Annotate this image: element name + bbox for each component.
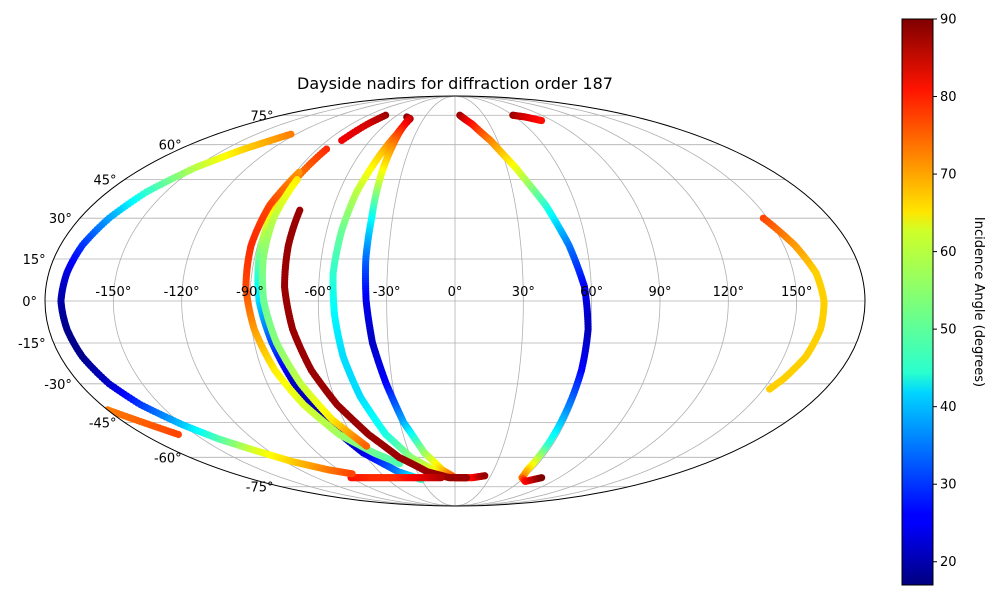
nadir-point	[538, 474, 546, 482]
latitude-tick-label: -15°	[18, 337, 46, 352]
longitude-tick-label: -150°	[95, 285, 131, 300]
latitude-tick-label: 30°	[49, 212, 72, 227]
colorbar-tick-label: 30	[940, 478, 957, 493]
longitude-tick-labels: -150° -120° -90° -60° -30° 0° 30° 60° 90° 120° 150…	[95, 285, 812, 300]
latitude-tick-label: 45°	[94, 174, 117, 189]
nadir-point	[537, 116, 546, 125]
latitude-tick-label: 75°	[250, 109, 273, 124]
longitude-tick-label: -60°	[304, 285, 332, 300]
colorbar-label: Incidence Angle (degrees)	[971, 217, 986, 387]
latitude-tick-label: 15°	[23, 253, 46, 268]
latitude-tick-label: -30°	[44, 378, 72, 393]
latitude-tick-label: -60°	[154, 451, 182, 466]
colorbar-tick-label: 90	[940, 13, 957, 28]
graticule-grid	[45, 96, 865, 506]
nadir-point	[174, 430, 183, 439]
nadir-point	[338, 136, 346, 145]
longitude-tick-label: 0°	[448, 285, 463, 300]
data-points	[57, 111, 828, 486]
longitude-tick-label: 30°	[512, 285, 535, 300]
longitude-tick-label: 90°	[648, 285, 671, 300]
latitude-tick-label: 0°	[22, 295, 37, 310]
longitude-tick-label: 120°	[713, 285, 744, 300]
longitude-tick-label: 150°	[781, 285, 812, 300]
latitude-tick-labels: 75° 60° 45° 30° 15° 0° -15° -30° -45° -60° -75°	[18, 109, 274, 495]
longitude-tick-label: -30°	[373, 285, 401, 300]
latitude-tick-label: -75°	[246, 481, 274, 496]
nadir-point	[362, 442, 371, 450]
nadir-point	[437, 474, 445, 482]
nadir-point	[462, 474, 471, 482]
colorbar-tick-label: 50	[940, 323, 957, 338]
nadir-point	[766, 385, 774, 393]
colorbar-tick-label: 60	[940, 245, 957, 260]
map-boundary	[44, 95, 866, 507]
colorbar: 20 30 40 50 60 70 80 90 Incidence Angle (degree…	[901, 13, 986, 586]
nadir-point	[481, 472, 489, 480]
colorbar-tick-label: 80	[940, 90, 957, 105]
colorbar-gradient	[901, 18, 934, 586]
latitude-tick-label: -45°	[89, 416, 117, 431]
chart-title: Dayside nadirs for diffraction order 187	[297, 74, 613, 93]
longitude-tick-label: 60°	[580, 285, 603, 300]
colorbar-tick-label: 40	[940, 400, 957, 415]
colorbar-tick-label: 20	[940, 555, 957, 570]
nadir-point	[348, 470, 356, 478]
longitude-tick-label: -120°	[164, 285, 200, 300]
latitude-tick-label: 60°	[159, 139, 182, 154]
colorbar-tick-label: 70	[940, 168, 957, 183]
longitude-tick-label: -90°	[236, 285, 264, 300]
colorbar-ticks: 20 30 40 50 60 70 80 90	[933, 13, 957, 570]
